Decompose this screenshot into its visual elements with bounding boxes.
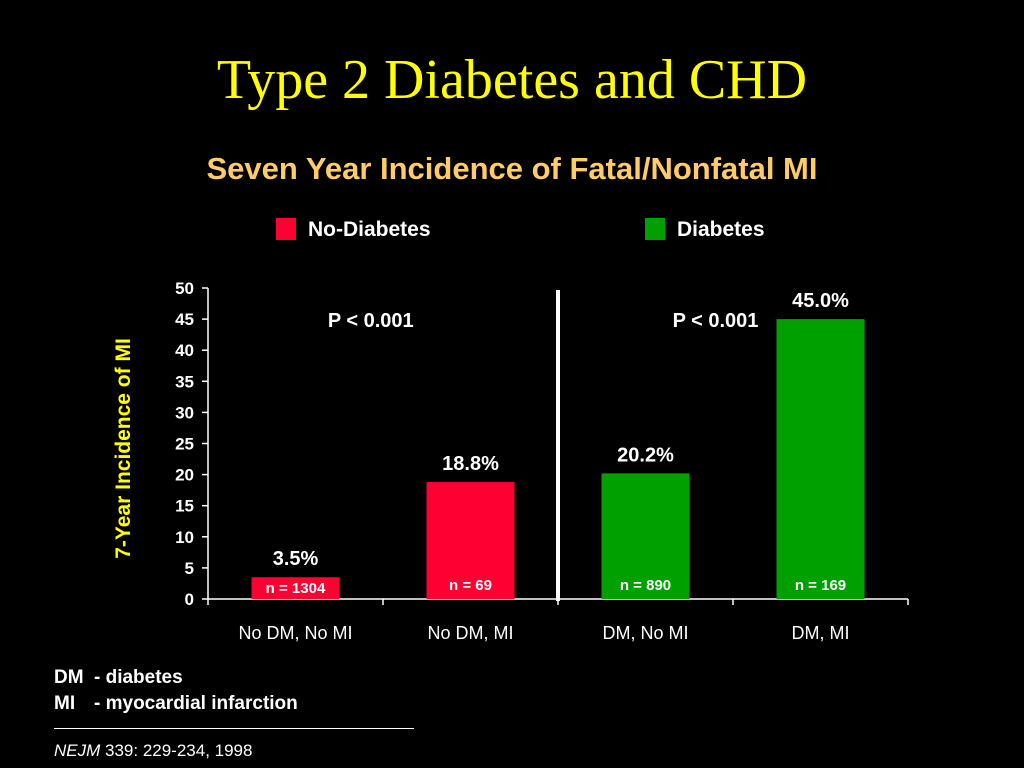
legend-label-no-diabetes: No-Diabetes bbox=[308, 218, 431, 241]
y-tick-label: 45 bbox=[175, 310, 194, 329]
bar-value-label: 18.8% bbox=[442, 453, 499, 475]
x-tick-label: No DM, MI bbox=[427, 623, 513, 643]
y-tick-label: 30 bbox=[175, 403, 194, 422]
bar bbox=[426, 482, 515, 599]
y-axis-title: 7-Year Incidence of MI bbox=[112, 338, 135, 559]
y-tick-label: 25 bbox=[175, 435, 194, 454]
bar-n-label: n = 169 bbox=[795, 577, 846, 594]
y-tick-label: 40 bbox=[175, 341, 194, 360]
bar-value-label: 45.0% bbox=[792, 290, 849, 312]
citation: NEJM 339: 229-234, 1998 bbox=[54, 741, 252, 761]
slide-subtitle: Seven Year Incidence of Fatal/Nonfatal M… bbox=[206, 151, 818, 186]
legend-label-diabetes: Diabetes bbox=[677, 218, 765, 241]
slide-title: Type 2 Diabetes and CHD bbox=[216, 49, 808, 111]
y-tick-label: 0 bbox=[185, 590, 194, 609]
abbrev-dm-key: DM bbox=[54, 667, 84, 688]
bar-value-label: 20.2% bbox=[617, 444, 674, 466]
x-tick-label: DM, MI bbox=[792, 623, 850, 643]
y-tick-label: 10 bbox=[175, 528, 194, 547]
bar bbox=[601, 473, 690, 599]
y-tick-label: 35 bbox=[175, 372, 194, 391]
abbrev-dm: DM - diabetes bbox=[54, 667, 183, 689]
bar-value-label: 3.5% bbox=[273, 548, 319, 570]
x-tick-label: No DM, No MI bbox=[238, 623, 352, 643]
y-tick-label: 5 bbox=[185, 559, 194, 578]
abbrev-dm-text: - diabetes bbox=[94, 667, 183, 688]
p-value-annotation-left: P < 0.001 bbox=[328, 310, 414, 332]
bar bbox=[251, 577, 340, 599]
bar-n-label: n = 69 bbox=[449, 577, 492, 594]
abbrev-mi-text: - myocardial infarction bbox=[94, 693, 298, 714]
bar-n-label: n = 1304 bbox=[266, 580, 326, 597]
citation-details: 339: 229-234, 1998 bbox=[100, 741, 253, 760]
p-value-annotation-right: P < 0.001 bbox=[673, 310, 759, 332]
legend-swatch-no-diabetes bbox=[276, 218, 296, 240]
abbrev-mi-key: MI bbox=[54, 693, 76, 714]
footnote-divider bbox=[54, 728, 414, 729]
x-tick-label: DM, No MI bbox=[602, 623, 688, 643]
bar bbox=[776, 319, 865, 599]
y-tick-label: 50 bbox=[175, 279, 194, 298]
y-tick-label: 20 bbox=[175, 466, 194, 485]
y-tick-label: 15 bbox=[175, 497, 194, 516]
legend-swatch-diabetes bbox=[645, 218, 665, 240]
abbrev-mi: MI - myocardial infarction bbox=[54, 693, 298, 715]
bar-n-label: n = 890 bbox=[620, 577, 671, 594]
citation-journal: NEJM bbox=[54, 741, 101, 760]
